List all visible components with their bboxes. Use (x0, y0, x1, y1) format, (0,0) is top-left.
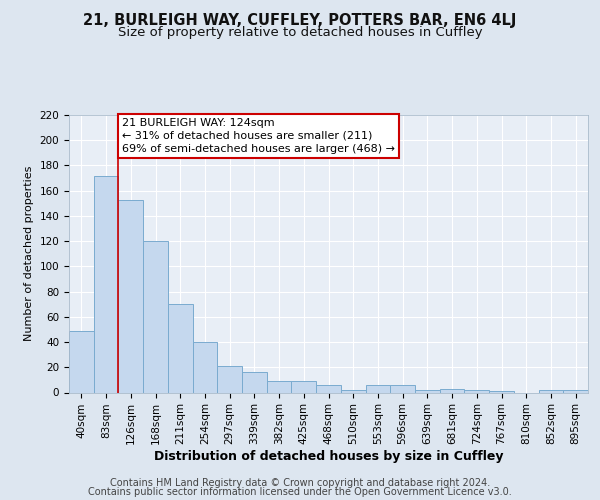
Bar (69, 330, 94, 392)
X-axis label: Distribution of detached houses by size in Cuffley: Distribution of detached houses by size … (154, 450, 503, 463)
Bar (118, 200, 143, 392)
Bar (217, 366, 242, 392)
Text: 21 BURLEIGH WAY: 124sqm
← 31% of detached houses are smaller (211)
69% of semi-d: 21 BURLEIGH WAY: 124sqm ← 31% of detache… (122, 118, 395, 154)
Bar (242, 372, 267, 392)
Bar (94, 176, 118, 392)
Y-axis label: Number of detached properties: Number of detached properties (24, 166, 34, 342)
Bar (168, 304, 193, 392)
Bar (143, 241, 168, 392)
Bar (316, 385, 341, 392)
Bar (563, 390, 588, 392)
Bar (440, 388, 464, 392)
Bar (193, 342, 217, 392)
Bar (292, 381, 316, 392)
Bar (341, 390, 365, 392)
Bar (464, 390, 489, 392)
Bar (539, 390, 563, 392)
Bar (267, 381, 292, 392)
Bar (390, 385, 415, 392)
Text: Contains HM Land Registry data © Crown copyright and database right 2024.: Contains HM Land Registry data © Crown c… (110, 478, 490, 488)
Bar (489, 391, 514, 392)
Text: 21, BURLEIGH WAY, CUFFLEY, POTTERS BAR, EN6 4LJ: 21, BURLEIGH WAY, CUFFLEY, POTTERS BAR, … (83, 12, 517, 28)
Text: Contains public sector information licensed under the Open Government Licence v3: Contains public sector information licen… (88, 487, 512, 497)
Bar (365, 385, 390, 392)
Text: Size of property relative to detached houses in Cuffley: Size of property relative to detached ho… (118, 26, 482, 39)
Bar (415, 390, 440, 392)
